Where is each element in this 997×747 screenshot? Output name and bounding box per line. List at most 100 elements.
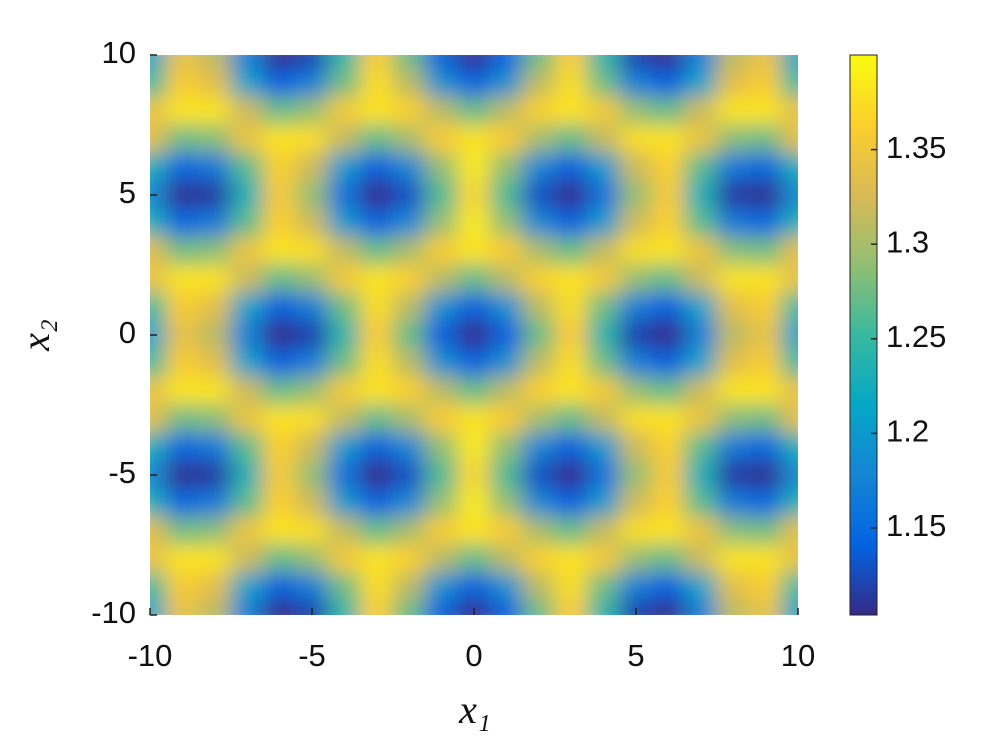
heatmap-cell — [489, 152, 524, 182]
heatmap-cell — [150, 516, 167, 546]
heatmap-cell — [619, 292, 653, 322]
heatmap-cell — [424, 264, 459, 294]
heatmap-cell — [716, 124, 750, 154]
heatmap-cell — [230, 488, 264, 518]
heatmap-cell — [457, 404, 491, 434]
heatmap-cell — [295, 460, 329, 490]
heatmap-cell — [295, 208, 329, 238]
heatmap-cell — [262, 600, 297, 615]
heatmap-cell — [230, 516, 264, 546]
heatmap-cell — [781, 55, 798, 70]
heatmap-cell — [457, 488, 491, 518]
heatmap-cell — [522, 96, 556, 126]
heatmap-cell — [295, 180, 329, 210]
heatmap-cell — [165, 96, 200, 126]
heatmap-cell — [748, 96, 783, 126]
heatmap-cell — [522, 180, 556, 210]
heatmap-cell — [619, 600, 653, 615]
heatmap-cell — [781, 292, 798, 322]
heatmap-cell — [554, 208, 588, 238]
heatmap-cell — [262, 236, 297, 266]
heatmap-cell — [198, 124, 232, 154]
heatmap-cell — [651, 432, 686, 462]
heatmap-cell — [327, 292, 362, 322]
heatmap-cell — [150, 180, 167, 210]
heatmap-cell — [684, 152, 718, 182]
heatmap-cell — [651, 516, 686, 546]
heatmap-cell — [619, 68, 653, 98]
heatmap-cell — [295, 348, 329, 378]
heatmap-cell — [619, 208, 653, 238]
heatmap-cell — [489, 348, 524, 378]
heatmap-cell — [230, 96, 264, 126]
heatmap-cell — [554, 600, 588, 615]
heatmap-cell — [586, 55, 621, 70]
heatmap-cell — [198, 264, 232, 294]
heatmap-cell — [198, 516, 232, 546]
heatmap-cell — [684, 124, 718, 154]
heatmap-cell — [198, 208, 232, 238]
colorbar-tick-label: 1.35 — [886, 130, 946, 165]
heatmap-cell — [716, 376, 750, 406]
heatmap-cell — [586, 516, 621, 546]
heatmap-cell — [716, 460, 750, 490]
heatmap-cell — [327, 236, 362, 266]
heatmap-cell — [457, 208, 491, 238]
heatmap-cell — [230, 320, 264, 350]
heatmap-cell — [295, 404, 329, 434]
heatmap-cell — [392, 320, 426, 350]
heatmap-cell — [165, 376, 200, 406]
heatmap-cell — [295, 292, 329, 322]
heatmap-cell — [262, 516, 297, 546]
y-tick-label: -10 — [91, 595, 136, 630]
heatmap-cell — [295, 55, 329, 70]
heatmap-cell — [716, 208, 750, 238]
heatmap-cell — [295, 264, 329, 294]
heatmap-cell — [489, 600, 524, 615]
y-tick-label: 0 — [119, 315, 136, 350]
heatmap-cell — [392, 292, 426, 322]
heatmap — [150, 55, 798, 615]
heatmap-cell — [262, 320, 297, 350]
heatmap-cell — [554, 432, 588, 462]
heatmap-cell — [619, 516, 653, 546]
heatmap-cell — [522, 376, 556, 406]
heatmap-cell — [230, 68, 264, 98]
heatmap-cell — [522, 152, 556, 182]
heatmap-cell — [684, 600, 718, 615]
heatmap-cell — [748, 544, 783, 574]
heatmap-cell — [554, 152, 588, 182]
heatmap-cell — [150, 68, 167, 98]
heatmap-cell — [457, 572, 491, 602]
heatmap-cell — [554, 180, 588, 210]
heatmap-cell — [748, 404, 783, 434]
heatmap-cell — [619, 432, 653, 462]
heatmap-cell — [230, 376, 264, 406]
heatmap-cell — [262, 572, 297, 602]
heatmap-cell — [522, 432, 556, 462]
heatmap-cell — [392, 208, 426, 238]
heatmap-cell — [781, 600, 798, 615]
heatmap-cell — [586, 376, 621, 406]
heatmap-cell — [586, 124, 621, 154]
heatmap-cell — [360, 348, 394, 378]
heatmap-cell — [586, 404, 621, 434]
heatmap-cell — [165, 236, 200, 266]
heatmap-cell — [327, 96, 362, 126]
heatmap-cell — [457, 600, 491, 615]
heatmap-cell — [651, 236, 686, 266]
heatmap-cell — [198, 600, 232, 615]
heatmap-cell — [684, 236, 718, 266]
heatmap-cell — [150, 55, 167, 70]
heatmap-cell — [586, 460, 621, 490]
heatmap-cell — [360, 516, 394, 546]
heatmap-cell — [748, 572, 783, 602]
heatmap-cell — [230, 404, 264, 434]
heatmap-cell — [327, 124, 362, 154]
heatmap-cell — [748, 460, 783, 490]
heatmap-cell — [198, 180, 232, 210]
heatmap-cell — [554, 404, 588, 434]
heatmap-cell — [295, 124, 329, 154]
heatmap-cell — [392, 152, 426, 182]
heatmap-cell — [230, 460, 264, 490]
